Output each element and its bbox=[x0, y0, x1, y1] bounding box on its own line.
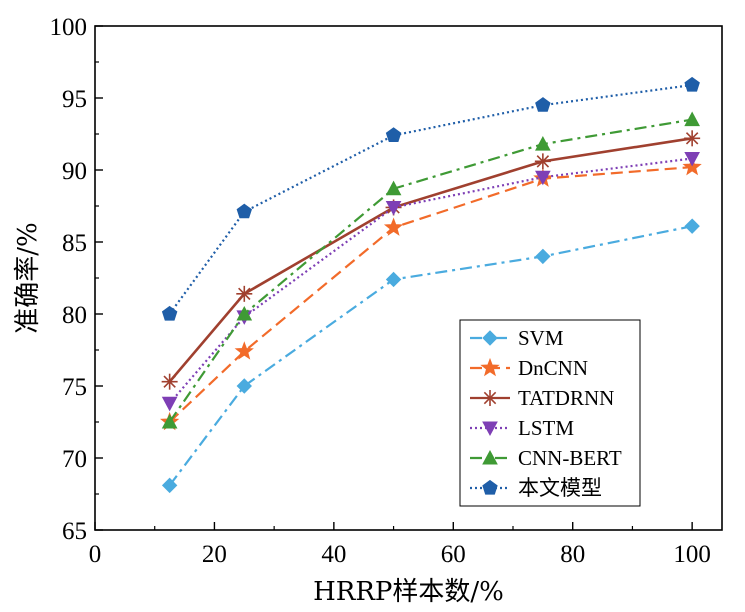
data-point bbox=[385, 271, 402, 288]
legend-box bbox=[459, 319, 641, 507]
legend-item: CNN-BERT bbox=[470, 446, 622, 470]
data-point bbox=[534, 153, 551, 170]
data-point bbox=[385, 180, 402, 196]
data-point bbox=[161, 396, 178, 412]
data-point bbox=[535, 97, 551, 112]
legend-item: 本文模型 bbox=[470, 476, 602, 500]
y-tick-label: 80 bbox=[62, 302, 87, 329]
data-point bbox=[684, 76, 700, 92]
legend: SVM DnCNN TATDRNN LSTM CNN-BERT 本文模型 bbox=[459, 319, 641, 507]
data-point bbox=[535, 170, 551, 186]
series-本文模型 bbox=[161, 76, 700, 321]
x-tick-label: 40 bbox=[321, 541, 346, 568]
legend-marker bbox=[482, 330, 498, 346]
data-point bbox=[684, 218, 700, 234]
legend-label: DnCNN bbox=[518, 356, 588, 380]
x-tick-label: 60 bbox=[441, 541, 466, 568]
legend-label: TATDRNN bbox=[518, 386, 614, 410]
y-axis-title: 准确率/% bbox=[13, 222, 43, 333]
legend-item: TATDRNN bbox=[470, 386, 614, 410]
data-point bbox=[236, 305, 253, 321]
legend-item: SVM bbox=[470, 326, 564, 350]
legend-marker bbox=[480, 357, 500, 377]
data-point bbox=[535, 248, 551, 265]
marker-stroke bbox=[238, 287, 251, 301]
data-point bbox=[383, 217, 404, 236]
x-axis-title: HRRP样本数/% bbox=[313, 577, 504, 607]
y-tick-label: 85 bbox=[62, 230, 87, 257]
legend-marker bbox=[482, 479, 498, 495]
data-point bbox=[684, 130, 701, 147]
series-SVM bbox=[161, 218, 700, 494]
legend-item: LSTM bbox=[470, 416, 574, 440]
data-point bbox=[234, 341, 254, 360]
legend-label: 本文模型 bbox=[518, 476, 602, 500]
data-point bbox=[161, 413, 178, 429]
marker-stroke bbox=[536, 155, 550, 168]
y-tick-label: 90 bbox=[62, 158, 87, 185]
x-tick-label: 80 bbox=[560, 541, 585, 568]
data-point bbox=[161, 305, 178, 321]
data-point bbox=[684, 151, 700, 167]
marker-stroke bbox=[685, 132, 699, 145]
x-tick-label: 20 bbox=[202, 541, 227, 568]
legend-label: CNN-BERT bbox=[518, 446, 622, 470]
data-point bbox=[684, 111, 700, 127]
data-point bbox=[236, 378, 252, 394]
y-tick-label: 75 bbox=[62, 374, 87, 401]
data-point bbox=[236, 203, 252, 219]
data-point bbox=[385, 127, 402, 142]
data-point bbox=[385, 200, 402, 216]
series-line bbox=[168, 83, 693, 315]
series-CNN-BERT bbox=[161, 111, 700, 429]
series-line bbox=[168, 157, 693, 405]
x-tick-label: 100 bbox=[673, 541, 711, 568]
series-layer bbox=[160, 76, 702, 494]
marker-stroke bbox=[483, 391, 497, 405]
legend-marker bbox=[482, 449, 498, 465]
data-point bbox=[161, 373, 178, 390]
legend-label: SVM bbox=[518, 326, 564, 350]
marker-stroke bbox=[163, 375, 176, 388]
data-point bbox=[161, 477, 178, 494]
data-point bbox=[535, 136, 551, 151]
legend-label: LSTM bbox=[518, 416, 574, 440]
axes: 0 20 40 60 80 100 65 70 75 80 85 90 95 100 bbox=[50, 14, 723, 568]
y-tick-label: 65 bbox=[62, 518, 87, 545]
y-tick-label: 100 bbox=[50, 14, 88, 41]
y-tick-label: 70 bbox=[62, 446, 87, 473]
legend-marker bbox=[482, 390, 498, 406]
y-tick-label: 95 bbox=[62, 86, 87, 113]
data-point bbox=[236, 285, 253, 302]
legend-marker bbox=[482, 421, 498, 437]
x-tick-label: 0 bbox=[89, 541, 102, 568]
legend-item: DnCNN bbox=[470, 356, 588, 380]
